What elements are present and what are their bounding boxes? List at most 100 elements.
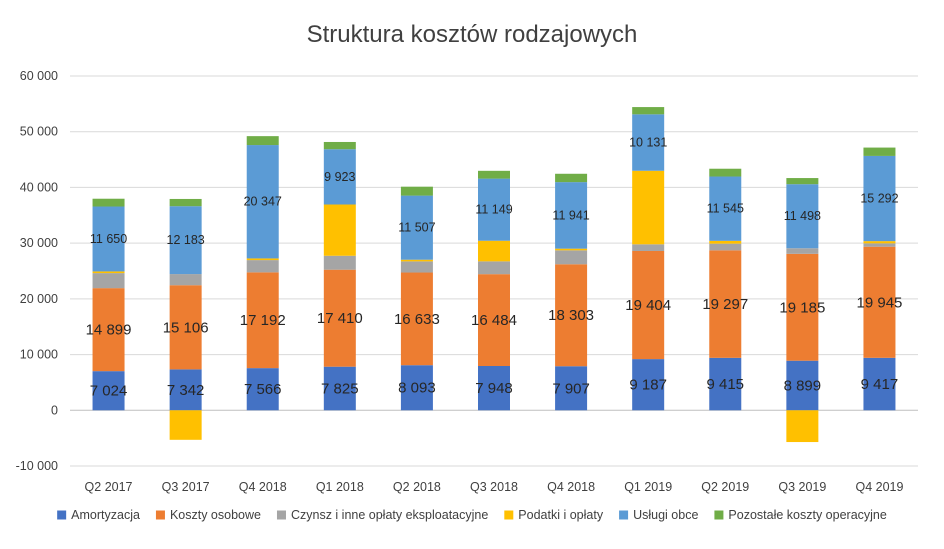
data-label: 16 484 bbox=[471, 312, 517, 329]
data-label: 8 899 bbox=[784, 377, 822, 394]
bar-segment bbox=[169, 410, 202, 440]
data-label: 7 024 bbox=[90, 383, 128, 400]
data-labels: 7 024 14 899 11 650 7 342 15 106 12 183 7 566 1… bbox=[86, 136, 903, 400]
data-label: 7 948 bbox=[475, 380, 513, 397]
bar-segment bbox=[709, 250, 742, 358]
x-category-label: Q1 2018 bbox=[316, 480, 364, 494]
bar-segment bbox=[786, 248, 819, 254]
bar-segment bbox=[478, 170, 510, 179]
bar-segment bbox=[400, 186, 433, 196]
bar-segment bbox=[632, 170, 665, 245]
bar-segment bbox=[92, 273, 125, 289]
data-label: 9 417 bbox=[861, 376, 899, 393]
bar-segment bbox=[323, 366, 356, 411]
bar-segment bbox=[92, 288, 125, 372]
bar-segment bbox=[169, 274, 202, 286]
data-label: 9 415 bbox=[706, 376, 744, 393]
bars bbox=[92, 107, 896, 443]
bar-segment bbox=[246, 272, 279, 369]
bar-segment bbox=[786, 253, 819, 361]
bar-segment bbox=[92, 371, 125, 411]
bar-segment bbox=[863, 155, 896, 242]
x-category-label: Q4 2018 bbox=[239, 480, 287, 494]
x-category-label: Q3 2018 bbox=[470, 480, 518, 494]
bar-segment bbox=[632, 244, 665, 251]
legend-swatch bbox=[57, 510, 67, 520]
legend-item: Amortyzacja bbox=[57, 508, 140, 522]
legend-swatch bbox=[276, 510, 286, 520]
legend: Amortyzacja Koszty osobowe Czynsz i inne o… bbox=[57, 508, 887, 522]
bar-segment bbox=[323, 149, 356, 205]
data-label: 18 303 bbox=[548, 307, 594, 324]
legend-label: Koszty osobowe bbox=[170, 508, 261, 522]
bar-segment bbox=[400, 195, 433, 260]
bar-segment bbox=[323, 255, 356, 270]
data-label: 19 945 bbox=[857, 294, 903, 311]
bar-segment bbox=[169, 206, 202, 275]
legend-swatch bbox=[155, 510, 165, 520]
x-category-label: Q4 2018 bbox=[547, 480, 595, 494]
legend-item: Koszty osobowe bbox=[155, 508, 261, 522]
bar-segment bbox=[478, 261, 510, 275]
x-category-label: Q1 2019 bbox=[624, 480, 672, 494]
bar-segment bbox=[632, 250, 665, 360]
bar-segment bbox=[169, 198, 202, 207]
data-label: 15 292 bbox=[860, 192, 898, 206]
bar-segment bbox=[555, 182, 588, 249]
data-label: 19 404 bbox=[625, 297, 671, 314]
y-axis-ticks: -10 000 0 10 000 20 000 30 000 40 000 50 000 60… bbox=[16, 69, 58, 473]
y-tick-label: 10 000 bbox=[20, 348, 58, 362]
legend-label: Pozostałe koszty operacyjne bbox=[728, 508, 886, 522]
legend-item: Usługi obce bbox=[619, 508, 698, 522]
data-label: 20 347 bbox=[244, 195, 282, 209]
y-tick-label: 20 000 bbox=[20, 292, 58, 306]
bar-segment bbox=[555, 366, 588, 411]
bar-segment bbox=[632, 359, 665, 411]
bar-segment bbox=[246, 145, 279, 259]
x-axis-categories: Q2 2017 Q3 2017 Q4 2018 Q1 2018 Q2 2018 Q3 20… bbox=[85, 480, 904, 494]
legend-item: Czynsz i inne opłaty eksploatacyjne bbox=[276, 508, 488, 522]
data-label: 10 131 bbox=[629, 136, 667, 150]
data-label: 7 825 bbox=[321, 380, 359, 397]
bar-segment bbox=[246, 260, 279, 273]
bar-segment bbox=[709, 240, 742, 244]
bar-segment bbox=[863, 243, 896, 247]
bar-segment bbox=[709, 176, 742, 241]
data-label: 9 923 bbox=[324, 170, 355, 184]
data-label: 7 566 bbox=[244, 381, 282, 398]
legend-item: Pozostałe koszty operacyjne bbox=[714, 508, 887, 522]
bar-segment bbox=[400, 259, 433, 262]
y-tick-label: 30 000 bbox=[20, 236, 58, 250]
bar-segment bbox=[786, 360, 819, 411]
x-category-label: Q2 2019 bbox=[701, 480, 749, 494]
x-category-label: Q3 2019 bbox=[778, 480, 826, 494]
bar-segment bbox=[246, 258, 279, 261]
data-label: 11 507 bbox=[398, 221, 435, 235]
data-label: 14 899 bbox=[86, 322, 132, 339]
data-label: 11 545 bbox=[707, 202, 744, 216]
data-label: 11 498 bbox=[784, 209, 821, 223]
bar-segment bbox=[863, 357, 896, 411]
bar-segment bbox=[92, 206, 125, 272]
x-category-label: Q2 2018 bbox=[393, 480, 441, 494]
bar-segment bbox=[169, 369, 202, 411]
bar-segment bbox=[555, 173, 588, 183]
y-tick-label: 50 000 bbox=[20, 125, 58, 139]
data-label: 11 941 bbox=[552, 208, 589, 222]
bar-segment bbox=[323, 269, 356, 367]
data-label: 9 187 bbox=[629, 377, 667, 394]
bar-segment bbox=[246, 368, 279, 411]
legend-item: Podatki i opłaty bbox=[504, 508, 604, 522]
bar-segment bbox=[786, 410, 819, 443]
legend-label: Czynsz i inne opłaty eksploatacyjne bbox=[291, 508, 488, 522]
bar-segment bbox=[169, 285, 202, 370]
bar-segment bbox=[323, 204, 356, 256]
y-tick-label: 40 000 bbox=[20, 180, 58, 194]
data-label: 19 185 bbox=[779, 299, 825, 316]
bar-segment bbox=[863, 246, 896, 358]
legend-label: Amortyzacja bbox=[71, 508, 140, 522]
bar-segment bbox=[478, 240, 510, 262]
bar-segment bbox=[709, 357, 742, 411]
data-label: 19 297 bbox=[702, 296, 748, 313]
